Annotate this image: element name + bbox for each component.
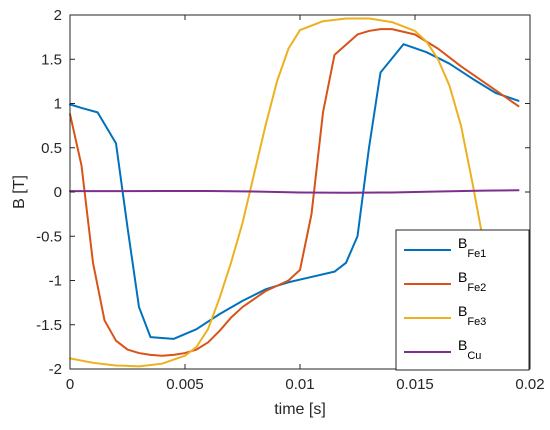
x-axis-label: time [s] [274,401,326,418]
x-tick-label: 0.02 [515,376,544,393]
legend-label-main: B [458,303,467,319]
ticks-layer: 0 0.005 0.01 0.015 0.02 -2 -1.5 -1 -0.5 0 0.5 1 1.5 2 [36,7,544,393]
y-tick-label: 1 [54,96,62,113]
x-tick-label: 0.015 [396,376,434,393]
legend-box [395,229,530,371]
x-tick-label: 0 [66,376,74,393]
series-line-fe2 [69,28,520,357]
legend-label-sub: Cu [467,350,481,362]
y-axis-label: B [T] [11,175,28,209]
lines-layer [69,17,520,368]
y-tick-label: 0.5 [41,140,62,157]
legend-label-sub: Fe3 [467,316,486,328]
legend-label-fe3: BFe3 [458,303,486,328]
legend-label-sub: Fe1 [467,248,486,260]
series-line-fe3 [69,17,513,368]
y-tick-label: -1 [49,273,62,290]
series-line-cu [69,189,520,194]
y-tick-label: -0.5 [36,228,62,245]
x-tick-label: 0.01 [285,376,314,393]
legend-label-main: B [458,337,467,353]
y-tick-label: 1.5 [41,51,62,68]
legend-label-fe2: BFe2 [458,269,486,294]
y-tick-label: 0 [54,184,62,201]
legend-label-main: B [458,269,467,285]
series-line-fe1 [69,43,520,340]
y-tick-label: -1.5 [36,317,62,334]
x-tick-label: 0.005 [166,376,204,393]
legend-label-main: B [458,235,467,251]
y-tick-label: 2 [54,7,62,24]
legend-label-fe1: BFe1 [458,235,486,260]
y-tick-label: -2 [49,361,62,378]
legend-label-sub: Fe2 [467,282,486,294]
legend-label-cu: BCu [458,337,481,362]
